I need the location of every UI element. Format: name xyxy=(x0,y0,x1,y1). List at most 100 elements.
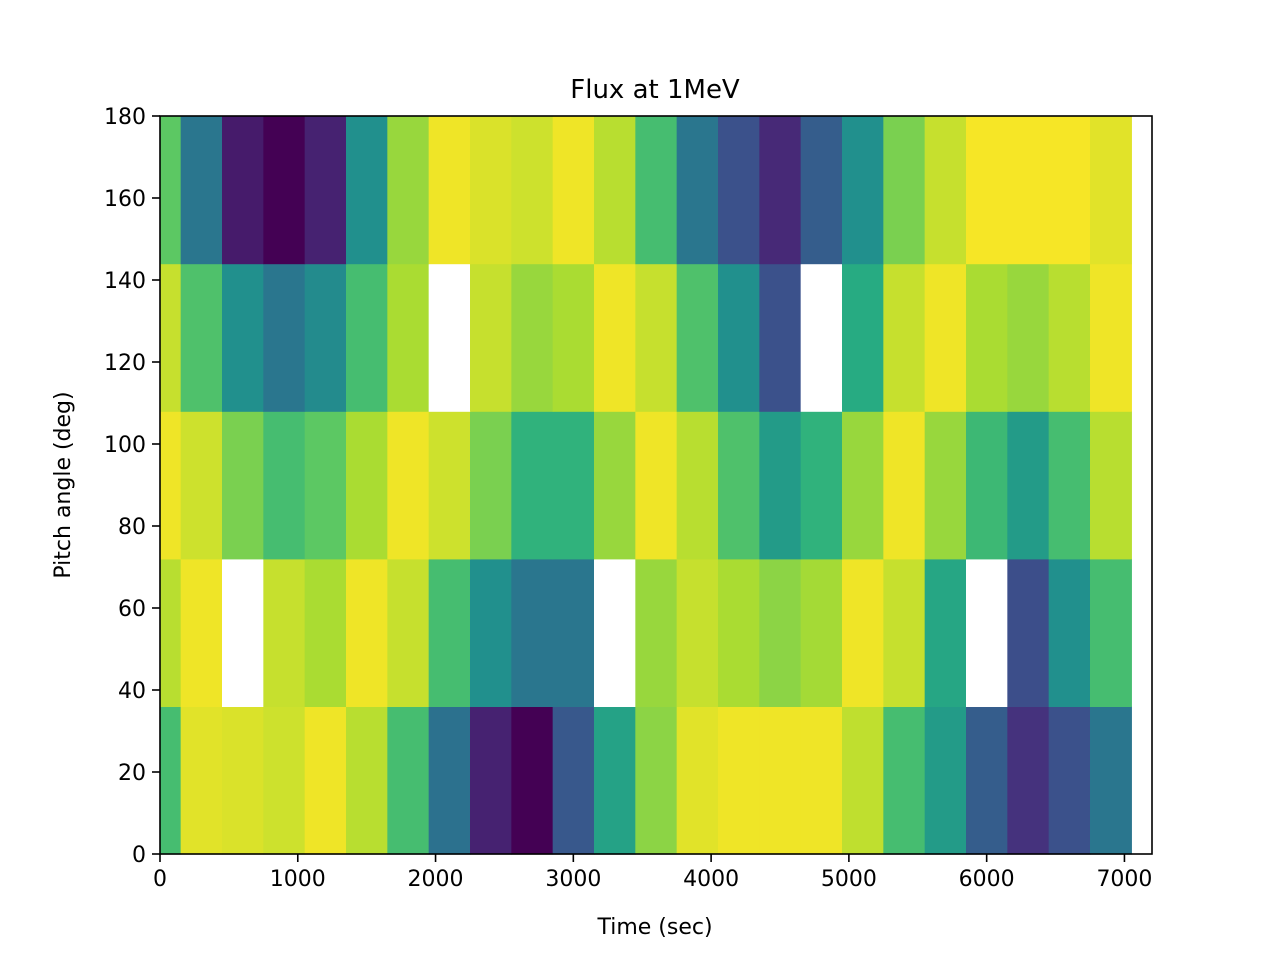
heatmap-cell xyxy=(966,706,1008,855)
heatmap-cell xyxy=(511,558,554,707)
heatmap-cells xyxy=(160,116,1132,855)
heatmap-cell xyxy=(966,558,1008,707)
heatmap-cell xyxy=(1048,411,1091,560)
heatmap-cell xyxy=(263,411,306,560)
heatmap-cell xyxy=(180,558,223,707)
heatmap-cell xyxy=(428,411,471,560)
heatmap-cell xyxy=(718,263,760,412)
x-tick-label: 5000 xyxy=(821,867,877,892)
heatmap-cell xyxy=(924,558,967,707)
heatmap-cell xyxy=(635,558,678,707)
heatmap-cell xyxy=(263,558,306,707)
heatmap-cell xyxy=(594,411,636,560)
heatmap-cell xyxy=(759,263,802,412)
heatmap-cell xyxy=(1090,263,1132,412)
heatmap-cell xyxy=(800,263,843,412)
heatmap-cell xyxy=(222,558,264,707)
heatmap-cell xyxy=(387,263,430,412)
heatmap-cell xyxy=(924,411,967,560)
heatmap-cell xyxy=(800,116,843,265)
heatmap-cell xyxy=(511,116,554,265)
heatmap-cell xyxy=(1007,706,1050,855)
heatmap-cell xyxy=(718,706,760,855)
heatmap-cell xyxy=(470,116,512,265)
heatmap-cell xyxy=(635,263,678,412)
heatmap-cell xyxy=(346,116,388,265)
y-tick-label: 20 xyxy=(118,761,146,786)
heatmap-cell xyxy=(594,263,636,412)
heatmap-cell xyxy=(759,411,802,560)
heatmap-cell xyxy=(387,706,430,855)
heatmap-cell xyxy=(883,263,926,412)
heatmap-cell xyxy=(1007,558,1050,707)
heatmap-cell xyxy=(304,116,347,265)
heatmap-cell xyxy=(511,263,554,412)
heatmap-cell xyxy=(1007,263,1050,412)
heatmap-cell xyxy=(222,411,264,560)
heatmap-cell xyxy=(635,706,678,855)
heatmap-cell xyxy=(718,558,760,707)
heatmap-cell xyxy=(883,706,926,855)
plot-frame xyxy=(159,115,1153,855)
heatmap-cell xyxy=(1048,263,1091,412)
heatmap-cell xyxy=(883,411,926,560)
heatmap-cell xyxy=(428,706,471,855)
heatmap-cell xyxy=(842,706,884,855)
heatmap-cell xyxy=(180,116,223,265)
heatmap-cell xyxy=(718,116,760,265)
heatmap-cell xyxy=(180,411,223,560)
heatmap-cell xyxy=(800,558,843,707)
heatmap-cell xyxy=(800,706,843,855)
heatmap-cell xyxy=(924,116,967,265)
y-axis-label: Pitch angle (deg) xyxy=(51,391,76,578)
heatmap-cell xyxy=(1048,558,1091,707)
heatmap-cell xyxy=(1090,411,1132,560)
x-axis-ticks: 0 1000 2000 3000 4000 5000 6000 7000 xyxy=(153,854,1152,892)
heatmap-cell xyxy=(263,116,306,265)
heatmap-cell xyxy=(160,558,182,707)
y-tick-label: 140 xyxy=(104,269,146,294)
heatmap-cell xyxy=(1048,116,1091,265)
heatmap-cell xyxy=(160,411,182,560)
y-tick-label: 120 xyxy=(104,351,146,376)
x-axis-label: Time (sec) xyxy=(596,915,712,940)
heatmap-cell xyxy=(470,263,512,412)
heatmap-cell xyxy=(883,558,926,707)
heatmap-cell xyxy=(428,116,471,265)
heatmap-cell xyxy=(387,411,430,560)
y-tick-label: 160 xyxy=(104,187,146,212)
heatmap-cell xyxy=(1007,116,1050,265)
y-axis-ticks: 0 20 40 60 80 100 120 140 160 180 xyxy=(104,105,160,868)
heatmap-cell xyxy=(676,263,719,412)
heatmap-cell xyxy=(346,263,388,412)
x-tick-label: 4000 xyxy=(683,867,739,892)
x-tick-label: 0 xyxy=(153,867,167,892)
y-tick-label: 40 xyxy=(118,679,146,704)
heatmap-cell xyxy=(387,116,430,265)
heatmap-cell xyxy=(346,411,388,560)
heatmap-cell xyxy=(676,706,719,855)
heatmap-cell xyxy=(924,706,967,855)
heatmap-cell xyxy=(304,558,347,707)
heatmap-cell xyxy=(511,411,554,560)
heatmap-cell xyxy=(160,263,182,412)
heatmap-cell xyxy=(676,411,719,560)
heatmap-cell xyxy=(842,558,884,707)
heatmap-cell xyxy=(635,116,678,265)
heatmap-cell xyxy=(304,706,347,855)
heatmap-cell xyxy=(759,706,802,855)
heatmap-cell xyxy=(263,706,306,855)
heatmap-cell xyxy=(180,263,223,412)
heatmap-cell xyxy=(552,706,595,855)
heatmap-cell xyxy=(676,558,719,707)
y-tick-label: 100 xyxy=(104,433,146,458)
heatmap-cell xyxy=(511,706,554,855)
heatmap-cell xyxy=(800,411,843,560)
heatmap-cell xyxy=(428,558,471,707)
heatmap-cell xyxy=(966,116,1008,265)
heatmap-cell xyxy=(470,558,512,707)
heatmap-cell xyxy=(552,558,595,707)
heatmap-cell xyxy=(222,263,264,412)
heatmap-cell xyxy=(966,411,1008,560)
heatmap-cell xyxy=(346,706,388,855)
